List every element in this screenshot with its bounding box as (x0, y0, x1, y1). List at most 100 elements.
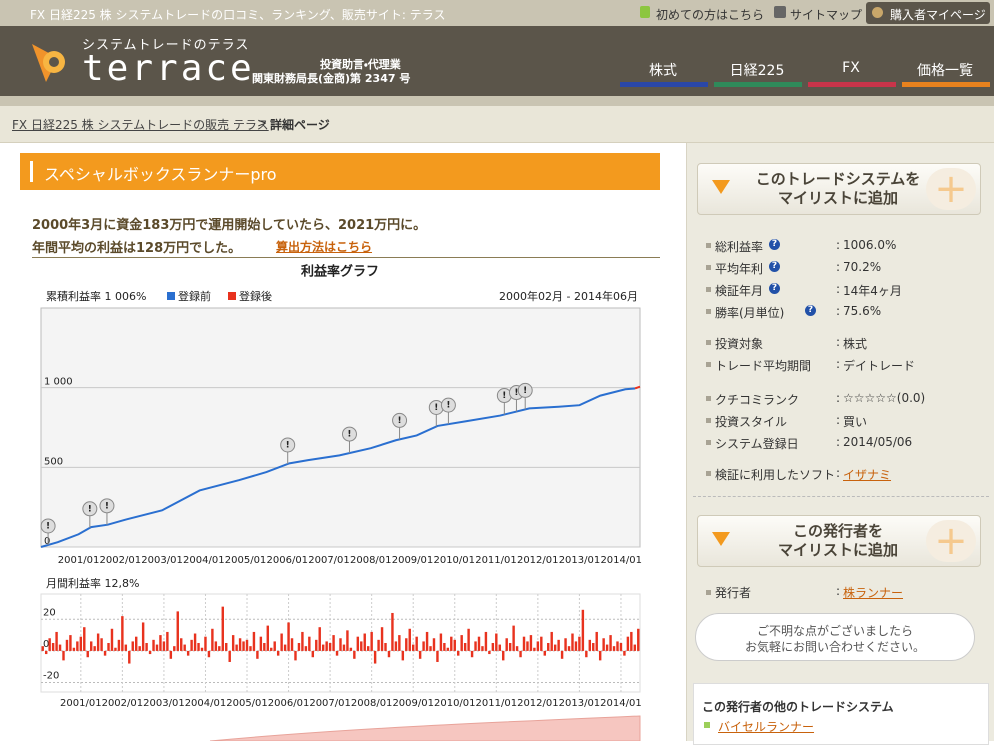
bullet (706, 471, 711, 476)
bar (512, 625, 515, 651)
bar (190, 639, 193, 651)
bar (592, 643, 595, 651)
publisher-link[interactable]: 株ランナー (843, 586, 904, 600)
separator: : (836, 357, 841, 371)
add-mylist-button[interactable]: + このトレードシステムを マイリストに追加 (697, 163, 981, 215)
nav-item[interactable]: 価格一覧 (917, 63, 973, 79)
y-tick-label: 20 (43, 607, 56, 618)
bar (491, 643, 495, 651)
bar (353, 650, 356, 659)
logo-sub[interactable]: システムトレードのテラス (82, 38, 250, 53)
stat-label: 発行者 (715, 586, 752, 600)
line (634, 385, 641, 390)
bar (616, 641, 619, 651)
bar (152, 639, 155, 651)
bar (398, 635, 401, 651)
flag-label: ! (398, 416, 402, 426)
summary-link[interactable]: 算出方法はこちら (276, 240, 373, 254)
link[interactable]: 初めての方はこちら (656, 8, 765, 22)
bar (360, 641, 363, 651)
flag-label: ! (446, 401, 450, 411)
flag (280, 437, 296, 453)
bar (211, 628, 214, 651)
other-system-link[interactable]: バイセルランナー (718, 720, 815, 734)
legend-swatch (167, 292, 175, 300)
bullet (706, 440, 711, 445)
bar (560, 650, 564, 659)
logo[interactable]: terrace (82, 48, 255, 89)
stat-label: 総利益率 (715, 240, 764, 254)
bar (470, 650, 474, 658)
bar (58, 644, 62, 651)
bar (159, 635, 162, 651)
bar (231, 635, 235, 651)
bar (432, 638, 436, 651)
stat-value: ☆☆☆☆☆(0.0) (843, 391, 926, 405)
bar (418, 650, 422, 659)
bar (41, 646, 44, 651)
bar (124, 644, 128, 651)
bar (193, 633, 197, 651)
bar (363, 633, 366, 651)
bar (166, 631, 169, 651)
bar (557, 639, 560, 651)
bar (69, 635, 72, 651)
bullet (706, 243, 711, 248)
x-tick-label: 2011/01 (475, 555, 517, 566)
bar (256, 650, 259, 659)
mypage-label: 購入者マイページ (890, 8, 986, 22)
bar (453, 639, 456, 651)
separator: : (836, 391, 841, 405)
bar (637, 628, 640, 651)
bar (429, 646, 432, 651)
bullet (706, 309, 711, 314)
x-tick-label: 2004/01 (185, 698, 227, 709)
bar (488, 650, 491, 655)
bar (411, 644, 415, 651)
system-title: スペシャルボックスランナーpro (44, 165, 277, 184)
nav-item[interactable]: 株式 (649, 63, 677, 79)
bar (349, 647, 353, 651)
bar (200, 647, 204, 651)
flag-label: ! (88, 504, 92, 514)
nav-item[interactable]: 日経225 (729, 63, 785, 79)
stat-value[interactable]: イザナミ (843, 468, 892, 482)
bar (467, 628, 470, 651)
bar (526, 641, 529, 651)
icon (872, 7, 883, 18)
license: 投資助言・代理業 (320, 58, 401, 71)
help-bubble[interactable]: ご不明な点がございましたら お気軽にお問い合わせください。 (695, 613, 975, 661)
flag (341, 426, 357, 442)
bar (450, 636, 453, 651)
bar (405, 638, 408, 651)
stat-value: 75.6% (843, 304, 882, 318)
bar (519, 650, 522, 658)
bar (346, 630, 349, 651)
breadcrumb-link[interactable]: FX 日経225 株 システムトレードの販売 テラス (12, 118, 269, 132)
x-tick-label: 2006/01 (267, 555, 309, 566)
bar (266, 625, 270, 651)
bar (145, 643, 148, 651)
bar (62, 650, 65, 661)
bar (273, 641, 276, 651)
link[interactable]: サイトマップ (790, 8, 863, 22)
bar (311, 650, 315, 658)
button-text: このトレードシステムを (755, 170, 921, 188)
bar (83, 627, 86, 651)
bar (44, 650, 48, 655)
bar (48, 638, 51, 651)
x-tick-label: 2002/01 (100, 555, 142, 566)
x-tick-label: 2012/01 (517, 698, 559, 709)
nav-item[interactable]: FX (842, 60, 860, 76)
stat-label: 検証年月 (715, 284, 764, 298)
mypage-button[interactable]: 購入者マイページ (866, 2, 990, 24)
bullet (704, 722, 710, 728)
bar (605, 644, 609, 651)
flag (82, 501, 98, 517)
x-tick-label: 2014/01 (600, 698, 642, 709)
bar (623, 650, 626, 656)
add-mylist-button[interactable]: + この発行者を マイリストに追加 (697, 515, 981, 567)
divider (32, 257, 660, 258)
bar (228, 650, 231, 662)
bar (619, 643, 623, 651)
